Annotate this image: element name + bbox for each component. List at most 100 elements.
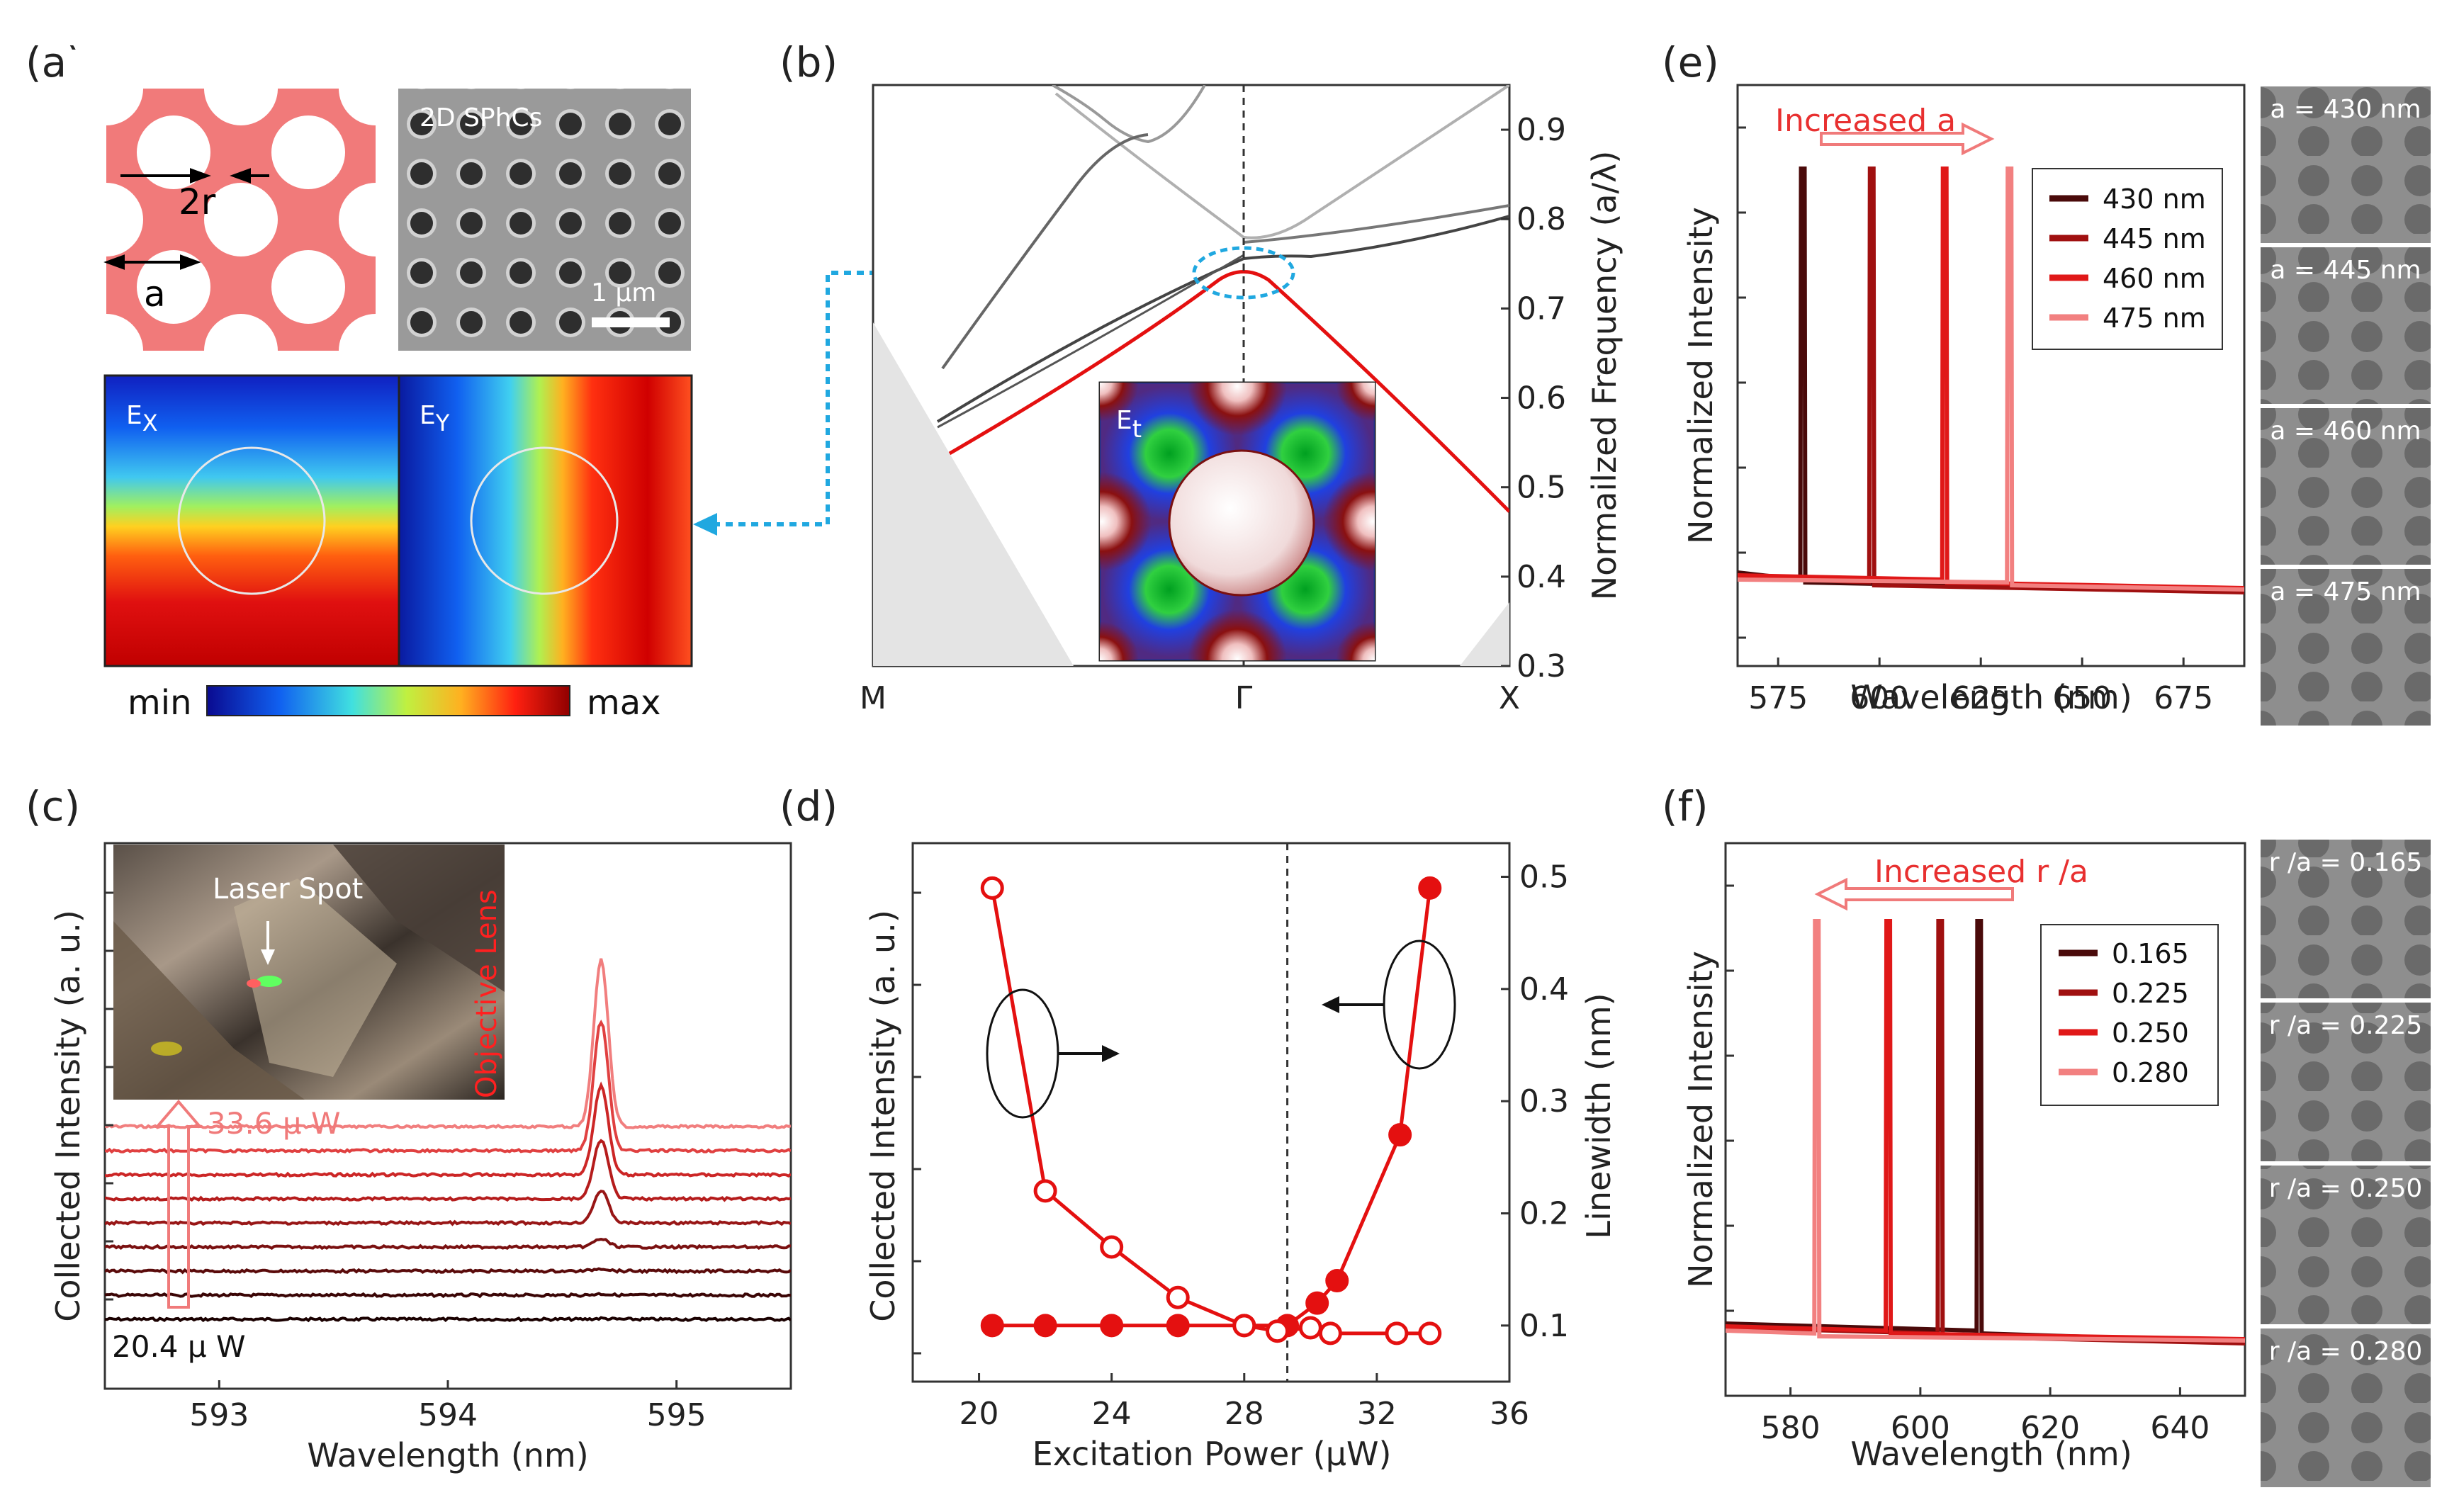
d-intensity-point (1418, 876, 1442, 900)
d-intensity-point (1325, 1269, 1349, 1292)
e-x-tick-label: 650 (2052, 680, 2112, 716)
b-y-tick-label: 0.6 (1517, 380, 1566, 417)
d-axis-indicator-left (986, 988, 1120, 1119)
panel-d: (d) 20 24 28 32 36 0.1 0.2 0.3 0.4 0.5 Excitation… (780, 782, 1618, 1473)
d-x-tick-label: 36 (1490, 1396, 1529, 1432)
e-spectra (1738, 167, 2244, 594)
d-y-axis-label: Collected Intensity (a. u.) (864, 910, 902, 1322)
e-axis-ticks: 575 600 625 650 675 (1738, 126, 2213, 716)
f-sem-tile (2261, 840, 2431, 998)
inset-et-label: E (1116, 406, 1132, 435)
b-y-axis-ticks: 0.3 0.4 0.5 0.6 0.7 0.8 0.9 (1501, 112, 1566, 684)
d-linewidth-point (1166, 1285, 1190, 1309)
d-linewidth-point (1385, 1321, 1409, 1345)
light-cone-left (873, 322, 1074, 666)
e-sem-label: a = 475 nm (2270, 577, 2421, 607)
f-y-axis-label: Normalized Intensity (1682, 951, 1720, 1288)
d-linewidth-point (1266, 1319, 1290, 1343)
e-x-tick-label: 675 (2154, 680, 2213, 716)
d-axis-indicator-right (1322, 940, 1456, 1070)
f-sem-label: r /a = 0.165 (2269, 848, 2423, 877)
f-spectra (1726, 919, 2245, 1345)
c-x-tick-label: 594 (418, 1397, 478, 1433)
c-spectrum-line (105, 958, 791, 1130)
f-sem-label: r /a = 0.250 (2269, 1174, 2423, 1203)
panel-label-c: (c) (26, 782, 80, 830)
d-linewidth-point (1298, 1316, 1322, 1340)
ex-subscript: X (142, 410, 158, 436)
d-y2-tick-label: 0.5 (1519, 859, 1569, 896)
ex-label: E (126, 401, 142, 430)
ey-subscript: Y (435, 410, 450, 436)
d-x-tick-label: 32 (1357, 1396, 1397, 1432)
svg-text:Et: Et (1116, 406, 1142, 444)
d-linewidth-point (980, 876, 1004, 900)
f-annotation: Increased r /a (1814, 854, 2088, 911)
c-x-axis-label: Wavelength (nm) (307, 1436, 588, 1474)
scale-bar-label: 1 μm (591, 278, 656, 308)
f-legend-label: 0.250 (2112, 1017, 2189, 1049)
connector-arrowhead (693, 513, 717, 536)
d-linewidth-point (1318, 1321, 1342, 1345)
c-spectrum-line (105, 1019, 791, 1154)
f-legend-label: 0.165 (2112, 938, 2189, 969)
e-sem-label: a = 460 nm (2270, 417, 2421, 446)
d-linewidth-point (1033, 1179, 1057, 1203)
band-gray-6 (937, 254, 1244, 429)
f-sem-tile (2261, 1003, 2431, 1161)
f-sem-tile (2261, 1166, 2431, 1324)
panel-label-f: (f) (1662, 782, 1709, 830)
colorbar: min max (128, 683, 661, 723)
e-sem-label: a = 445 nm (2270, 256, 2421, 285)
e-sem-tile (2261, 247, 2431, 404)
e-legend-label: 445 nm (2103, 223, 2206, 254)
colorbar-min-label: min (128, 683, 192, 723)
svg-text:EY: EY (420, 401, 450, 436)
d-series (980, 876, 1442, 1345)
scale-bar (592, 317, 670, 327)
connector-arrow (707, 271, 1208, 526)
e-y-axis-label: Normalized Intensity (1682, 207, 1720, 544)
b-x-tick-label: X (1499, 680, 1520, 716)
sem-label: 2D SPhCs (420, 103, 542, 132)
c-spectrum-line (105, 1190, 791, 1226)
d-linewidth-point (1232, 1314, 1256, 1338)
d-y2-tick-label: 0.1 (1519, 1308, 1569, 1344)
e-x-tick-label: 625 (1951, 680, 2010, 716)
band-gray-5 (936, 215, 1509, 423)
f-sem-label: r /a = 0.225 (2269, 1011, 2423, 1040)
power-high-label: 33.6 μ W (207, 1106, 340, 1141)
c-spectrum-line (105, 1237, 791, 1251)
e-sem-tile (2261, 569, 2431, 726)
b-x-tick-label: M (860, 680, 887, 716)
c-spectrum-line (105, 1316, 791, 1323)
e-x-tick-label: 600 (1850, 680, 1909, 716)
e-legend-label: 460 nm (2103, 263, 2206, 294)
panel-label-d: (d) (780, 782, 838, 830)
d-y2-tick-label: 0.4 (1519, 971, 1569, 1008)
d-y2-tick-label: 0.2 (1519, 1196, 1569, 1232)
band-gray-3 (941, 133, 1149, 370)
panel-a: (a) 2r (26, 38, 1208, 723)
sem-image-2d-sphcs: 2D SPhCs 1 μm (398, 89, 691, 351)
ey-label: E (420, 401, 436, 430)
b-y-tick-label: 0.4 (1517, 559, 1566, 595)
b-y-axis-label: Normailzed Frequency (a/λ) (1585, 151, 1624, 601)
d-intensity-point (1100, 1314, 1124, 1338)
inset-et-subscript: t (1132, 415, 1142, 444)
f-x-tick-label: 580 (1761, 1410, 1821, 1446)
f-sem-tile (2261, 1328, 2431, 1487)
f-legend: 0.165 0.225 0.250 0.280 (2040, 924, 2219, 1106)
d-axis-ticks: 20 24 28 32 36 0.1 0.2 0.3 0.4 0.5 (913, 859, 1569, 1432)
c-spectra (105, 958, 791, 1323)
b-y-tick-label: 0.8 (1517, 201, 1566, 237)
d-intensity-point (980, 1314, 1004, 1338)
f-annotation-label: Increased r /a (1874, 854, 2088, 890)
e-annotation: Increased a (1775, 103, 1995, 156)
c-spectrum-line (105, 1081, 791, 1178)
power-low-label: 20.4 μ W (112, 1329, 245, 1364)
d-x-tick-label: 20 (960, 1396, 999, 1432)
f-spectrum-line (1726, 919, 2245, 1343)
e-sem-tile (2261, 408, 2431, 565)
